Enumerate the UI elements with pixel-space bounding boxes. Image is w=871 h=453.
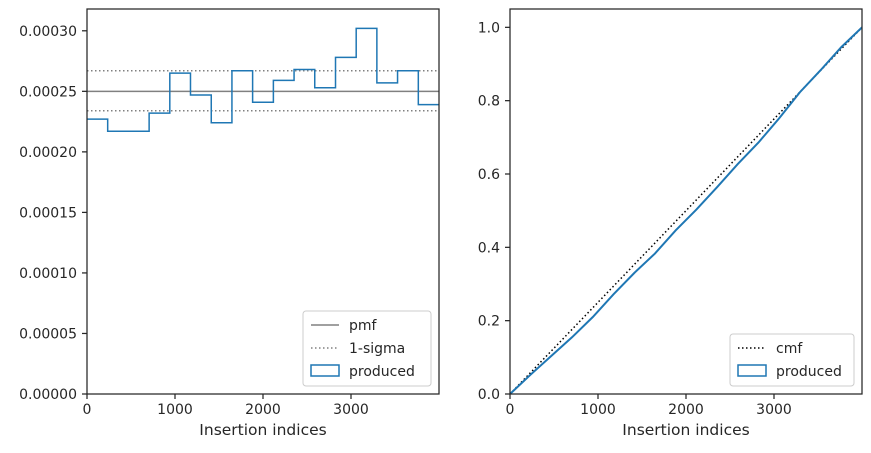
right-legend: cmf produced [729, 333, 855, 387]
left-legend-handle-produced [310, 364, 340, 377]
left-ytick-label-6: 0.00030 [19, 24, 77, 40]
right-ytick-label-3: 0.6 [478, 167, 500, 183]
left-ytick-label-2: 0.00010 [19, 266, 77, 282]
right-legend-label-cmf: cmf [776, 341, 803, 357]
right-ytick-label-4: 0.8 [478, 94, 500, 110]
left-xlabel: Insertion indices [199, 421, 326, 439]
produced-line [510, 26, 862, 394]
right-xtick-label-3: 3000 [756, 402, 792, 418]
left-legend-box [302, 310, 432, 387]
right-ytick-label-1: 0.2 [478, 314, 500, 330]
right-ytick-label-2: 0.4 [478, 240, 500, 256]
right-plot-cmf: 0 1000 2000 3000 0.0 0.2 0.4 0.6 0.8 1.0 Insertion… [478, 8, 863, 439]
right-xtick-label-1: 1000 [580, 402, 616, 418]
left-xtick-label-1: 1000 [157, 402, 193, 418]
cmf-line [510, 26, 862, 394]
left-xtick-label-3: 3000 [333, 402, 369, 418]
right-ytick-label-5: 1.0 [478, 20, 500, 36]
right-plot-area [510, 26, 862, 394]
left-legend-label-produced: produced [349, 364, 415, 380]
left-ytick-label-3: 0.00015 [19, 205, 77, 221]
left-xtick-label-0: 0 [83, 402, 92, 418]
left-ytick-label-4: 0.00020 [19, 145, 77, 161]
right-xtick-label-0: 0 [506, 402, 515, 418]
right-ytick-label-0: 0.0 [478, 387, 500, 403]
left-plot-pmf: 0 1000 2000 3000 0.00000 0.00005 0.00010 0.0001… [19, 8, 440, 439]
left-ytick-label-5: 0.00025 [19, 84, 77, 100]
left-legend-label-1-sigma: 1-sigma [349, 341, 405, 357]
produced-step [87, 27, 439, 133]
right-xlabel: Insertion indices [622, 421, 749, 439]
left-legend: pmf 1-sigma produced [302, 310, 432, 387]
left-ytick-label-1: 0.00005 [19, 326, 77, 342]
left-plot-area [87, 27, 439, 133]
left-xtick-label-2: 2000 [245, 402, 281, 418]
left-ytick-label-0: 0.00000 [19, 387, 77, 403]
right-legend-handle-produced [737, 364, 767, 377]
right-legend-box [729, 333, 855, 387]
right-legend-label-produced: produced [776, 364, 842, 380]
right-xtick-label-2: 2000 [668, 402, 704, 418]
left-legend-label-pmf: pmf [349, 318, 378, 334]
